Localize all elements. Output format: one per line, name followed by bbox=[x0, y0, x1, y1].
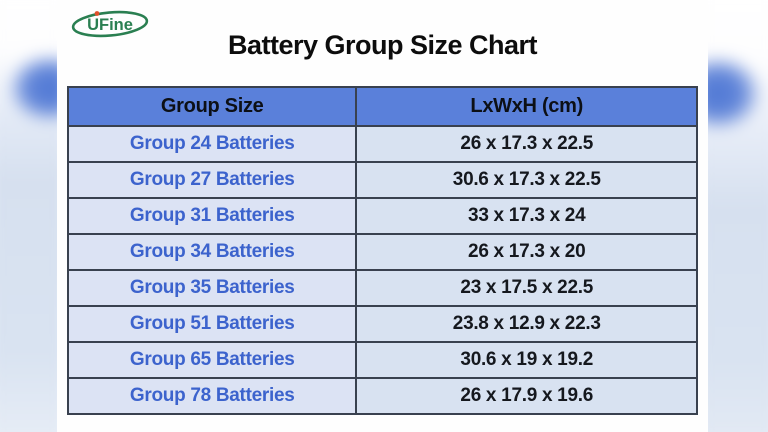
header-group-size: Group Size bbox=[69, 88, 358, 125]
logo-ellipse bbox=[71, 10, 149, 38]
group-name-cell: Group 31 Batteries bbox=[69, 199, 358, 233]
dimensions-cell: 26 x 17.3 x 20 bbox=[357, 235, 696, 269]
table-row: Group 34 Batteries 26 x 17.3 x 20 bbox=[69, 233, 696, 269]
logo-text: UFine bbox=[87, 16, 133, 34]
group-name-cell: Group 24 Batteries bbox=[69, 127, 358, 161]
table-row: Group 35 Batteries 23 x 17.5 x 22.5 bbox=[69, 269, 696, 305]
page-title: Battery Group Size Chart bbox=[227, 30, 538, 60]
dimensions-cell: 26 x 17.3 x 22.5 bbox=[357, 127, 696, 161]
blurred-left-strip bbox=[0, 0, 68, 432]
table-row: Group 27 Batteries 30.6 x 17.3 x 22.5 bbox=[69, 161, 696, 197]
group-name-cell: Group 78 Batteries bbox=[69, 379, 358, 413]
battery-size-table: Group Size LxWxH (cm) Group 24 Batteries… bbox=[67, 86, 698, 415]
dimensions-cell: 23.8 x 12.9 x 22.3 bbox=[357, 307, 696, 341]
dimensions-cell: 33 x 17.3 x 24 bbox=[357, 199, 696, 233]
table-row: Group 51 Batteries 23.8 x 12.9 x 22.3 bbox=[69, 305, 696, 341]
table-row: Group 65 Batteries 30.6 x 19 x 19.2 bbox=[69, 341, 696, 377]
group-name-cell: Group 27 Batteries bbox=[69, 163, 358, 197]
group-name-cell: Group 65 Batteries bbox=[69, 343, 358, 377]
infographic-content: UFine Battery Group Size Chart Group Siz… bbox=[57, 0, 708, 432]
group-name-cell: Group 51 Batteries bbox=[69, 307, 358, 341]
table-row: Group 24 Batteries 26 x 17.3 x 22.5 bbox=[69, 125, 696, 161]
table-header-row: Group Size LxWxH (cm) bbox=[69, 88, 696, 125]
dimensions-cell: 23 x 17.5 x 22.5 bbox=[357, 271, 696, 305]
dimensions-cell: 30.6 x 19 x 19.2 bbox=[357, 343, 696, 377]
logo-flame-dot bbox=[94, 11, 100, 16]
table-row: Group 31 Batteries 33 x 17.3 x 24 bbox=[69, 197, 696, 233]
header-lxwxh: LxWxH (cm) bbox=[357, 88, 696, 125]
ufine-logo-icon: UFine bbox=[71, 10, 149, 38]
dimensions-cell: 30.6 x 17.3 x 22.5 bbox=[357, 163, 696, 197]
group-name-cell: Group 35 Batteries bbox=[69, 271, 358, 305]
table-row: Group 78 Batteries 26 x 17.9 x 19.6 bbox=[69, 377, 696, 413]
blurred-right-strip bbox=[696, 0, 768, 432]
dimensions-cell: 26 x 17.9 x 19.6 bbox=[357, 379, 696, 413]
group-name-cell: Group 34 Batteries bbox=[69, 235, 358, 269]
